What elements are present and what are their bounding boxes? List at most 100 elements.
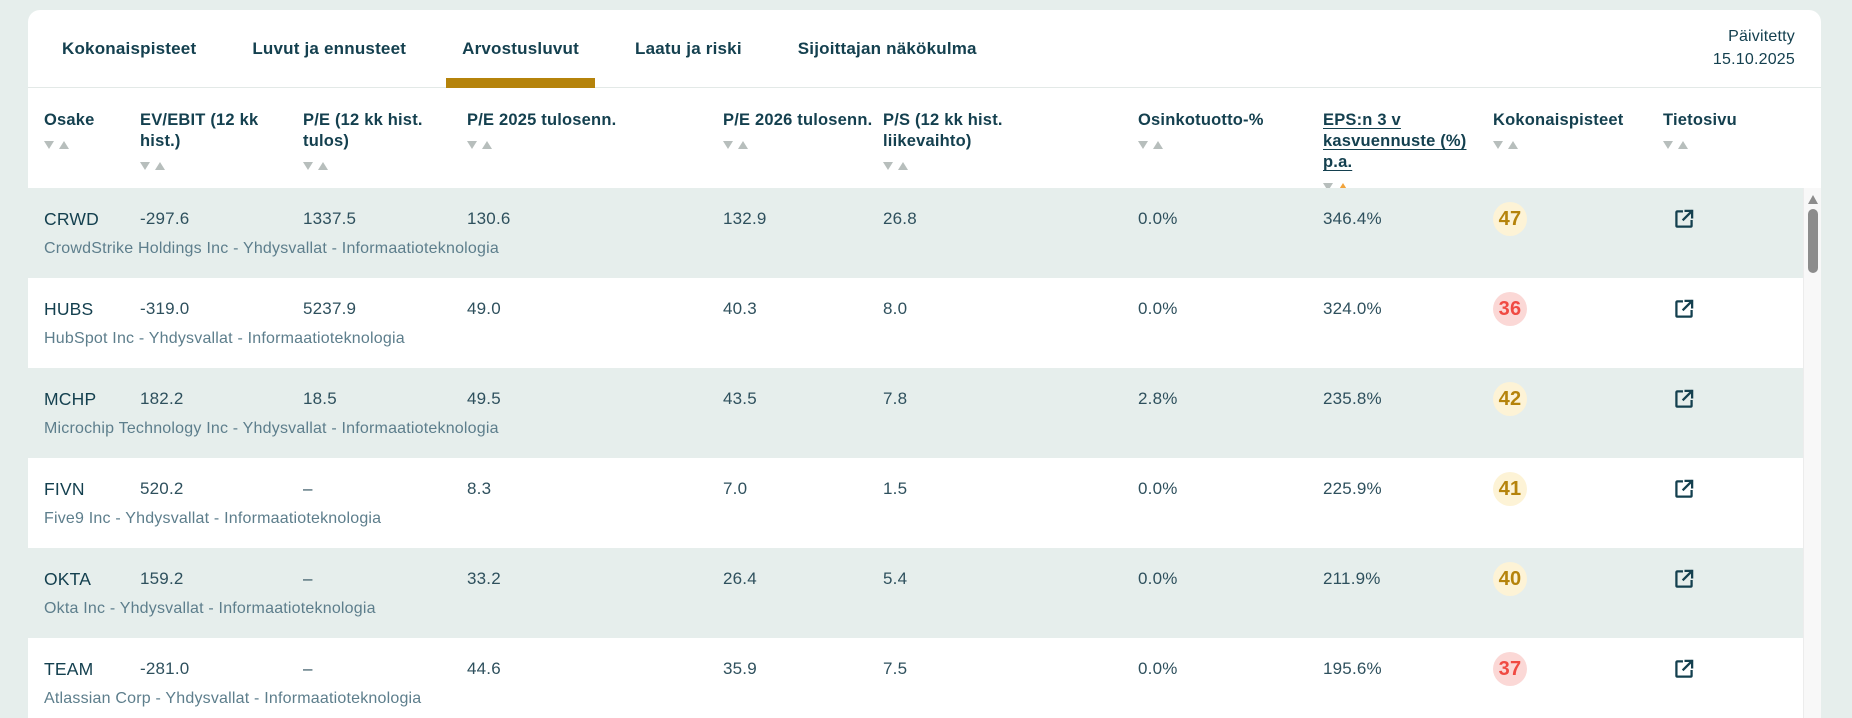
- value-cell: 130.6: [467, 209, 511, 228]
- scrollbar-up-arrow-icon[interactable]: [1807, 195, 1818, 204]
- column-label: EV/EBIT (12 kk hist.): [140, 111, 259, 150]
- tab-arvostusluvut[interactable]: Arvostusluvut: [446, 10, 595, 88]
- tab-laatu-ja-riski[interactable]: Laatu ja riski: [635, 38, 742, 58]
- value-cell: 8.3: [467, 479, 492, 498]
- tab-kokonaispisteet[interactable]: Kokonaispisteet: [62, 38, 197, 58]
- value-cell: 33.2: [467, 569, 501, 588]
- value-cell: 182.2: [140, 389, 184, 408]
- row-link-button[interactable]: [1671, 566, 1697, 592]
- sort-desc-icon[interactable]: [140, 161, 150, 170]
- table-row: OKTA 159.2 – 33.2 26.4 5.4 0.0% 211.9% 40 Okta I…: [28, 548, 1821, 638]
- sort-arrows: [1493, 140, 1655, 149]
- value-cell: 40.3: [723, 299, 757, 318]
- last-updated: Päivitetty 15.10.2025: [1713, 25, 1795, 71]
- table-row: MCHP 182.2 18.5 49.5 43.5 7.8 2.8% 235.8% 42 Mic…: [28, 368, 1821, 458]
- scrollbar[interactable]: [1803, 188, 1821, 718]
- ticker-cell: CRWD: [44, 208, 99, 229]
- column-header-osinkotuotto[interactable]: Osinkotuotto-%: [1138, 110, 1323, 149]
- value-cell: 132.9: [723, 209, 767, 228]
- sort-desc-icon[interactable]: [467, 140, 477, 149]
- value-cell: 7.5: [883, 659, 908, 678]
- score-badge: 40: [1493, 562, 1527, 596]
- row-link-button[interactable]: [1671, 206, 1697, 232]
- column-label: Osake: [44, 111, 95, 129]
- external-link-icon: [1675, 479, 1694, 498]
- sort-arrows: [1138, 140, 1315, 149]
- sort-desc-icon[interactable]: [44, 140, 54, 149]
- ticker-cell: OKTA: [44, 568, 92, 589]
- table-row: HUBS -319.0 5237.9 49.0 40.3 8.0 0.0% 324.0% 36 …: [28, 278, 1821, 368]
- table-body: CRWD -297.6 1337.5 130.6 132.9 26.8 0.0% 346.4%…: [28, 188, 1821, 718]
- row-link-button[interactable]: [1671, 476, 1697, 502]
- value-cell: 49.5: [467, 389, 501, 408]
- sort-asc-icon[interactable]: [59, 140, 69, 149]
- sort-asc-icon[interactable]: [482, 140, 492, 149]
- value-cell: 520.2: [140, 479, 184, 498]
- external-link-icon: [1675, 659, 1694, 678]
- sort-desc-icon[interactable]: [723, 140, 733, 149]
- value-cell: –: [303, 479, 313, 498]
- column-header-p-s-12-kk-hist-liikevaihto[interactable]: P/S (12 kk hist. liikevaihto): [883, 110, 1138, 170]
- external-link-icon: [1675, 389, 1694, 408]
- sort-desc-icon[interactable]: [1663, 140, 1673, 149]
- value-cell: 18.5: [303, 389, 337, 408]
- last-updated-label: Päivitetty: [1728, 28, 1795, 45]
- sort-asc-icon[interactable]: [1338, 182, 1348, 191]
- column-label: P/E (12 kk hist. tulos): [303, 111, 423, 150]
- value-cell: 0.0%: [1138, 209, 1178, 228]
- column-header-eps-n-3-v-kasvuennuste-p-a[interactable]: EPS:n 3 v kasvuennuste (%) p.a.: [1323, 110, 1493, 191]
- row-link-button[interactable]: [1671, 296, 1697, 322]
- sort-arrows: [723, 140, 875, 149]
- sort-asc-icon[interactable]: [1508, 140, 1518, 149]
- score-badge: 37: [1493, 652, 1527, 686]
- sort-desc-icon[interactable]: [303, 161, 313, 170]
- value-cell: 49.0: [467, 299, 501, 318]
- sort-asc-icon[interactable]: [155, 161, 165, 170]
- sort-arrows: [1663, 140, 1795, 149]
- row-link-button[interactable]: [1671, 386, 1697, 412]
- sort-asc-icon[interactable]: [1153, 140, 1163, 149]
- table-row: FIVN 520.2 – 8.3 7.0 1.5 0.0% 225.9% 41 Five9 In…: [28, 458, 1821, 548]
- sort-desc-icon[interactable]: [1493, 140, 1503, 149]
- sort-asc-icon[interactable]: [318, 161, 328, 170]
- value-cell: 225.9%: [1323, 479, 1382, 498]
- column-header-p-e-2025-tulosenn[interactable]: P/E 2025 tulosenn.: [467, 110, 723, 149]
- value-cell: 26.4: [723, 569, 757, 588]
- column-label: Kokonaispisteet: [1493, 111, 1624, 129]
- sort-arrows: [303, 161, 459, 170]
- scrollbar-thumb[interactable]: [1807, 209, 1818, 273]
- company-info: Five9 Inc - Yhdysvallat - Informaatiotek…: [44, 510, 382, 527]
- sort-asc-icon[interactable]: [898, 161, 908, 170]
- company-info: Microchip Technology Inc - Yhdysvallat -…: [44, 420, 499, 437]
- sort-desc-icon[interactable]: [1323, 182, 1333, 191]
- value-cell: 8.0: [883, 299, 908, 318]
- sort-desc-icon[interactable]: [1138, 140, 1148, 149]
- table-header: Osake EV/EBIT (12 kk hist.) P/E (12 kk his…: [28, 88, 1821, 191]
- value-cell: 0.0%: [1138, 299, 1178, 318]
- value-cell: 346.4%: [1323, 209, 1382, 228]
- tab-sijoittajan-n-k-kulma[interactable]: Sijoittajan näkökulma: [797, 38, 977, 58]
- column-header-osake[interactable]: Osake: [44, 110, 140, 149]
- column-header-p-e-12-kk-hist-tulos[interactable]: P/E (12 kk hist. tulos): [303, 110, 467, 170]
- value-cell: 26.8: [883, 209, 917, 228]
- value-cell: –: [303, 659, 313, 678]
- score-badge: 41: [1493, 472, 1527, 506]
- column-header-tietosivu[interactable]: Tietosivu: [1663, 110, 1803, 149]
- tab-luvut-ja-ennusteet[interactable]: Luvut ja ennusteet: [252, 38, 407, 58]
- ticker-cell: HUBS: [44, 298, 94, 319]
- sort-asc-icon[interactable]: [1678, 140, 1688, 149]
- column-header-p-e-2026-tulosenn[interactable]: P/E 2026 tulosenn.: [723, 110, 883, 149]
- sort-asc-icon[interactable]: [738, 140, 748, 149]
- column-header-ev-ebit-12-kk-hist[interactable]: EV/EBIT (12 kk hist.): [140, 110, 303, 170]
- sort-desc-icon[interactable]: [883, 161, 893, 170]
- value-cell: 195.6%: [1323, 659, 1382, 678]
- company-info: Atlassian Corp - Yhdysvallat - Informaat…: [44, 690, 422, 707]
- value-cell: 1.5: [883, 479, 908, 498]
- score-badge: 42: [1493, 382, 1527, 416]
- company-info: HubSpot Inc - Yhdysvallat - Informaatiot…: [44, 330, 405, 347]
- column-header-kokonaispisteet[interactable]: Kokonaispisteet: [1493, 110, 1663, 149]
- value-cell: -281.0: [140, 659, 190, 678]
- sort-arrows: [883, 161, 1130, 170]
- external-link-icon: [1675, 209, 1694, 228]
- row-link-button[interactable]: [1671, 656, 1697, 682]
